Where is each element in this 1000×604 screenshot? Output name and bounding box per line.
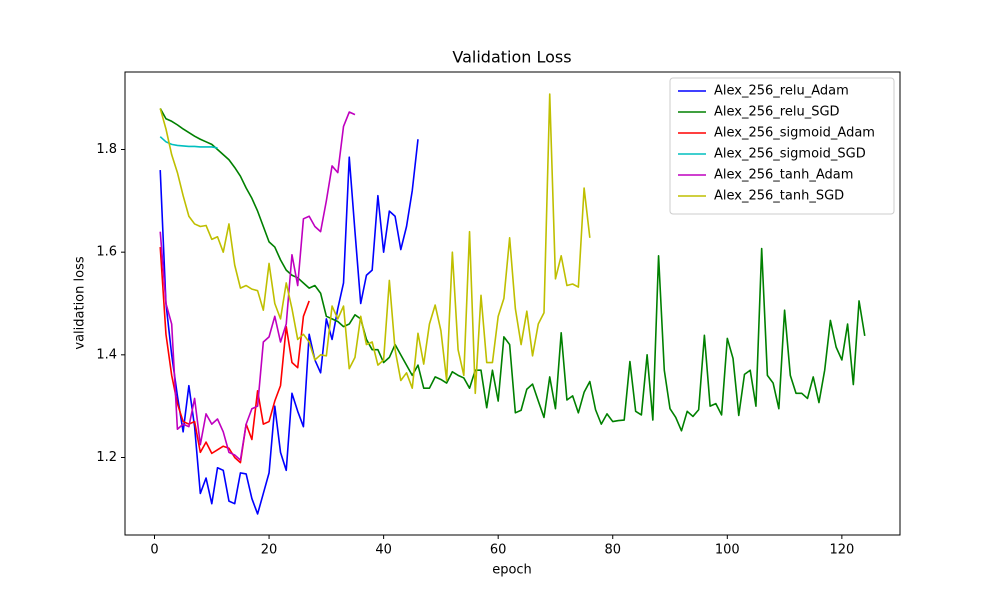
chart-title: Validation Loss bbox=[452, 48, 571, 67]
legend-label: Alex_256_sigmoid_SGD bbox=[714, 147, 866, 162]
plot-frame bbox=[124, 71, 901, 536]
x-tick-label: 100 bbox=[715, 543, 740, 558]
series-line bbox=[159, 111, 356, 461]
y-tick-label: 1.6 bbox=[96, 245, 117, 260]
y-tick-label: 1.8 bbox=[96, 142, 117, 157]
legend-box bbox=[669, 77, 895, 215]
y-tick-label: 1.2 bbox=[96, 450, 117, 465]
legend-label: Alex_256_tanh_Adam bbox=[714, 168, 853, 183]
series-line bbox=[159, 139, 419, 515]
x-tick-label: 40 bbox=[375, 543, 392, 558]
x-tick-label: 60 bbox=[490, 543, 507, 558]
legend-label: Alex_256_relu_Adam bbox=[714, 84, 849, 99]
y-axis-label: validation loss bbox=[73, 256, 88, 349]
legend-label: Alex_256_relu_SGD bbox=[714, 105, 840, 120]
legend-label: Alex_256_sigmoid_Adam bbox=[714, 126, 875, 141]
x-tick-label: 0 bbox=[150, 543, 158, 558]
x-axis-label: epoch bbox=[492, 563, 532, 578]
x-tick-label: 80 bbox=[604, 543, 621, 558]
y-tick-label: 1.4 bbox=[96, 347, 117, 362]
series-line bbox=[159, 108, 866, 432]
series-line bbox=[159, 246, 310, 464]
x-tick-label: 120 bbox=[829, 543, 854, 558]
legend-label: Alex_256_tanh_SGD bbox=[714, 189, 844, 204]
series-line bbox=[159, 93, 591, 395]
x-tick-label: 20 bbox=[261, 543, 278, 558]
